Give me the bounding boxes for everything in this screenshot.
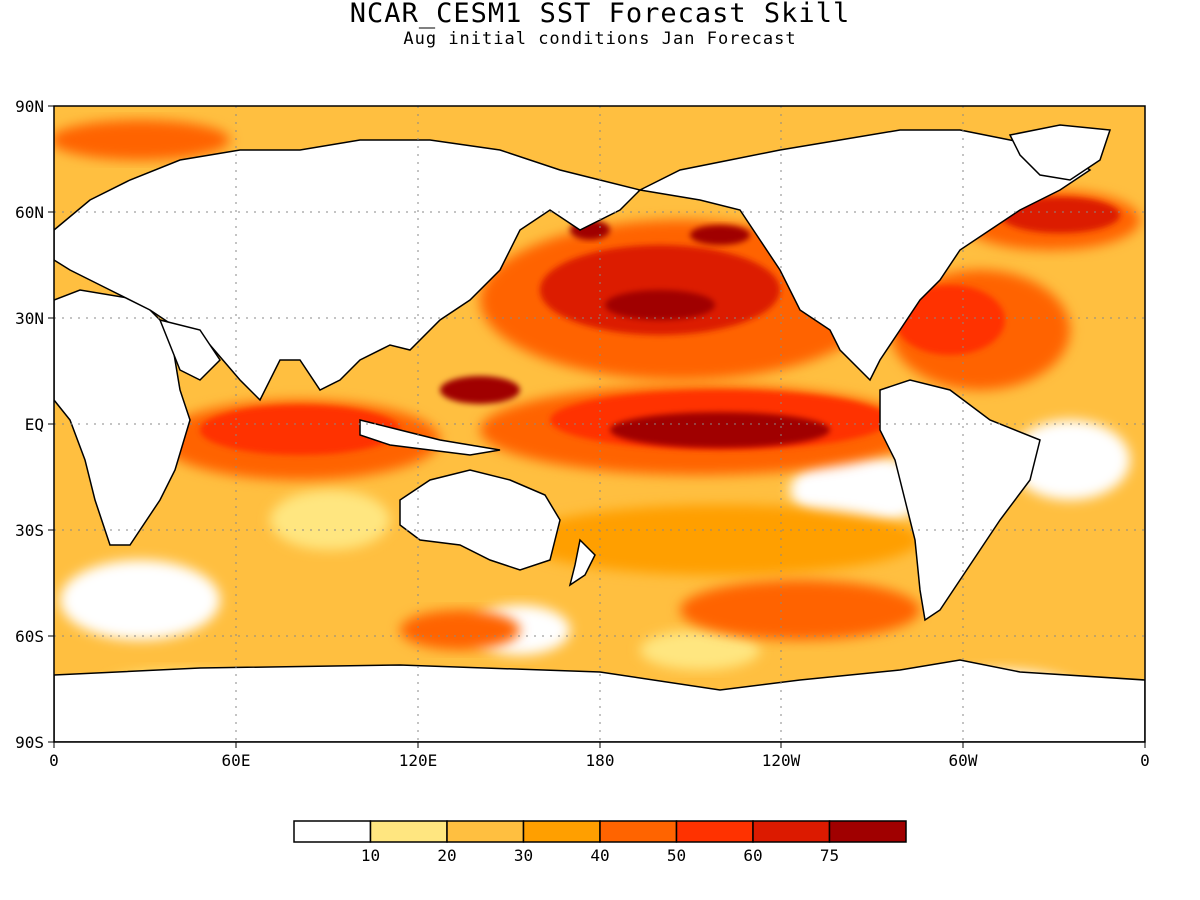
colorbar-swatch [828,820,907,843]
lat-label: 90S [15,733,44,752]
lat-label: 30N [15,309,44,328]
greenland-landmass [1008,124,1112,181]
coastlines [54,124,1145,742]
colorbar-label: 40 [590,846,609,865]
lat-label: 60S [15,627,44,646]
south-america-landmass [879,379,1041,622]
north-america-landmass [637,129,1092,382]
map-subtitle: Aug initial conditions Jan Forecast [403,29,797,49]
colorbar: 10 20 30 40 50 60 75 [293,820,907,865]
colorbar-swatch [293,820,372,843]
lon-label: 120W [762,751,801,770]
lon-label: 60W [949,751,978,770]
gridlines [54,106,1145,742]
colorbar-swatch [675,820,754,843]
lat-label: 90N [15,97,44,116]
new-zealand-islands [568,538,596,587]
colorbar-label: 30 [514,846,533,865]
colorbar-swatch [446,820,525,843]
colorbar-swatch [369,820,448,843]
lat-label: 60N [15,203,44,222]
lon-label: 0 [49,751,59,770]
antarctica-landmass [54,659,1145,742]
skill-shading [54,120,1140,730]
colorbar-label: 75 [820,846,839,865]
lat-label: 30S [15,521,44,540]
indonesia-islands [359,419,501,456]
colorbar-swatch [752,820,831,843]
arabia-landmass [158,318,221,381]
colorbar-label: 20 [437,846,456,865]
lon-label: 120E [399,751,438,770]
lon-label: 60E [222,751,251,770]
colorbar-swatch [599,820,678,843]
skill-field [54,106,1145,742]
australia-landmass [399,469,561,571]
lon-label: 0 [1140,751,1150,770]
colorbar-label: 50 [667,846,686,865]
tick-marks [48,105,1146,748]
colorbar-label: 10 [361,846,380,865]
latitude-labels: 90N 60N 30N EQ 30S 60S 90S [15,97,44,752]
map-title: NCAR_CESM1 SST Forecast Skill [349,0,851,29]
colorbar-swatch [522,820,601,843]
colorbar-label: 60 [743,846,762,865]
lat-label: EQ [25,415,44,434]
longitude-labels: 0 60E 120E 180 120W 60W 0 [49,751,1150,770]
lon-label: 180 [586,751,615,770]
